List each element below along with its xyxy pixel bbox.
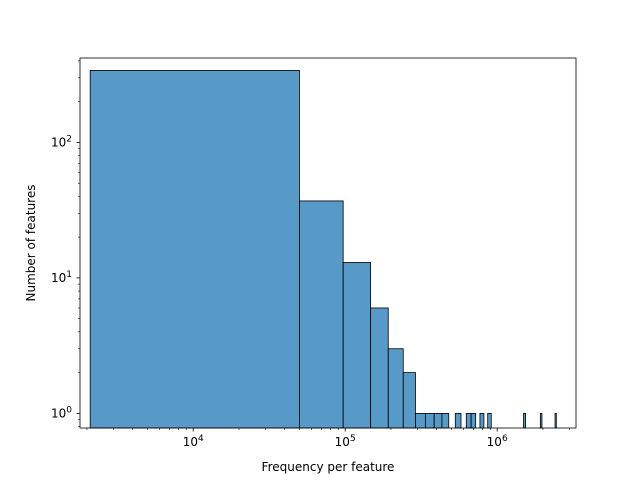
histogram-bar [454,412,462,429]
histogram-bar [554,412,557,429]
x-tick-label: 106 [487,434,508,449]
y-axis-label: Number of features [24,185,38,302]
x-tick-label-exponent: 6 [502,434,508,444]
y-tick-label-exponent: 2 [66,134,72,144]
histogram-bar [433,412,443,429]
x-tick-label-exponent: 5 [350,434,356,444]
x-tick-label-base: 10 [487,435,502,449]
histogram-bar [539,412,543,429]
x-axis-label: Frequency per feature [262,460,395,474]
y-tick-label-base: 10 [51,406,66,420]
y-tick-label-base: 10 [51,271,66,285]
histogram-bar [441,412,450,429]
histogram-bar [470,412,477,429]
histogram-bar [89,70,300,429]
x-tick-label: 105 [335,434,356,449]
histogram-bar [299,200,344,429]
histogram-bar [402,372,416,429]
bars-group [89,70,557,429]
y-tick-label-exponent: 0 [66,405,72,415]
histogram-bar [415,412,426,429]
y-tick-label-base: 10 [51,135,66,149]
y-tick-label: 101 [51,270,72,285]
y-tick-label-exponent: 1 [66,270,72,280]
x-tick-label-base: 10 [183,435,198,449]
histogram-bar [424,412,435,429]
histogram-bar [487,412,492,429]
histogram-bar [465,412,472,429]
y-tick-label: 102 [51,134,72,149]
plot-frame [79,57,577,429]
histogram-bar [523,412,527,429]
x-tick-label: 104 [183,434,204,449]
x-tick-label-base: 10 [335,435,350,449]
histogram-bar [479,412,485,429]
x-tick-label-exponent: 4 [198,434,204,444]
x-axis-ticks: 104 105 106 [86,428,571,449]
histogram-bar [342,262,372,429]
histogram-bar [387,348,404,429]
histogram-bar [370,307,389,429]
y-tick-label: 100 [51,405,72,420]
